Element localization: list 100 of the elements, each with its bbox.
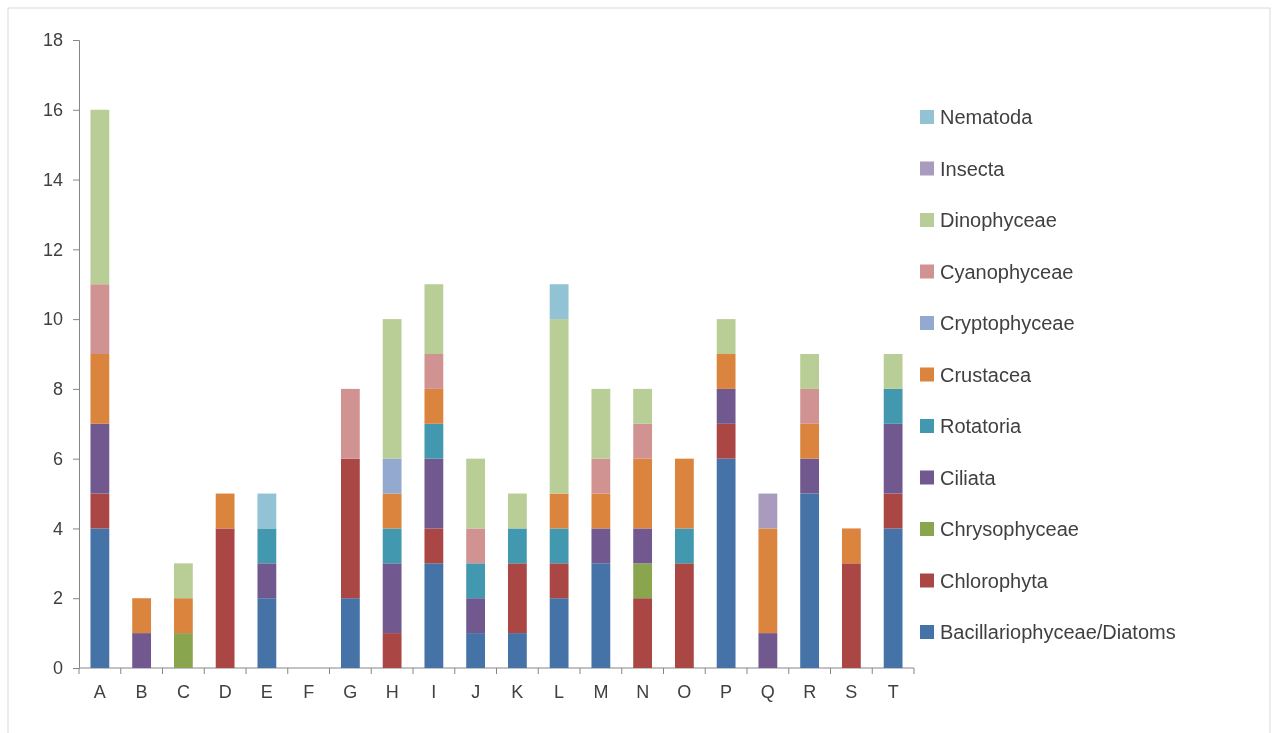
legend-label: Crustacea [940,363,1033,386]
bar [424,528,444,564]
bar [800,493,820,668]
bar [549,319,569,494]
bar [591,458,611,494]
bar [758,633,778,668]
legend-label: Bacillariophyceae/Diatoms [940,621,1176,643]
bar [257,598,277,668]
bar [883,423,903,494]
bar [549,284,569,320]
bar [716,354,736,389]
x-tick-label: A [93,682,106,702]
y-tick-label: 2 [52,588,63,609]
x-tick-label: G [343,682,358,702]
bar [591,493,611,529]
bar [340,388,360,459]
bar [424,284,444,354]
legend-label: Chrysophyceae [940,518,1079,540]
bar [633,598,653,668]
bar [549,493,569,529]
bar [633,528,653,564]
bar [257,563,277,599]
bar [132,598,152,634]
bar [883,354,903,389]
x-tick-label: K [511,682,524,702]
bar [424,563,444,668]
x-tick-label: M [593,682,609,702]
x-tick-label: N [636,682,650,702]
bar [633,423,653,459]
legend-label: Cryptophyceae [940,312,1075,334]
legend-label: Nematoda [940,106,1034,128]
bar [257,493,277,529]
bar [340,598,360,668]
bar [507,493,527,529]
bar [841,528,861,564]
y-tick-label: 8 [52,379,63,400]
bar [633,563,653,599]
bar [883,493,903,529]
bar [90,423,110,494]
bar [591,528,611,564]
bar [633,458,653,529]
bar [674,563,694,668]
legend-label: Dinophyceae [940,209,1057,231]
x-tick-label: E [260,682,273,702]
bar [90,284,110,354]
bar [716,423,736,459]
bar [466,633,486,668]
bar [716,458,736,668]
bar [382,458,402,494]
bar [800,354,820,389]
y-tick-label: 6 [52,448,63,469]
bar [633,388,653,424]
y-tick-label: 12 [42,239,63,260]
bar [466,563,486,599]
x-tick-label: D [218,682,232,702]
bar [340,458,360,599]
bar [758,493,778,529]
bar [800,458,820,494]
bar [90,493,110,529]
bar [591,563,611,668]
bar [841,563,861,668]
bar [466,458,486,529]
bar [674,458,694,529]
bar [800,388,820,424]
x-tick-label: R [803,682,817,702]
bar [883,528,903,668]
bar [90,354,110,424]
bar [215,528,235,668]
bar [674,528,694,564]
bar [507,528,527,564]
x-tick-label: J [471,682,481,702]
bar [716,319,736,354]
bar [424,354,444,389]
x-tick-label: P [720,682,733,702]
bar [132,633,152,668]
bar [90,528,110,668]
bar [716,388,736,424]
bar [549,528,569,564]
bar [173,598,193,634]
x-tick-label: T [887,682,899,702]
bar [382,633,402,668]
bar [382,528,402,564]
bar [507,633,527,668]
legend-label: Cyanophyceae [940,260,1074,283]
bar [382,493,402,529]
x-tick-label: I [431,682,437,702]
bar [90,109,110,285]
y-tick-label: 0 [52,658,63,679]
x-tick-label: C [176,682,190,702]
bar [507,563,527,634]
bar [424,388,444,424]
bar [382,563,402,634]
y-tick-label: 14 [42,169,63,190]
y-tick-label: 4 [52,518,63,539]
bar [549,563,569,599]
x-tick-label: Q [760,682,775,702]
bar [424,423,444,459]
x-tick-label: O [677,682,692,702]
x-tick-label: L [554,682,565,702]
legend-label: Insecta [940,157,1006,180]
